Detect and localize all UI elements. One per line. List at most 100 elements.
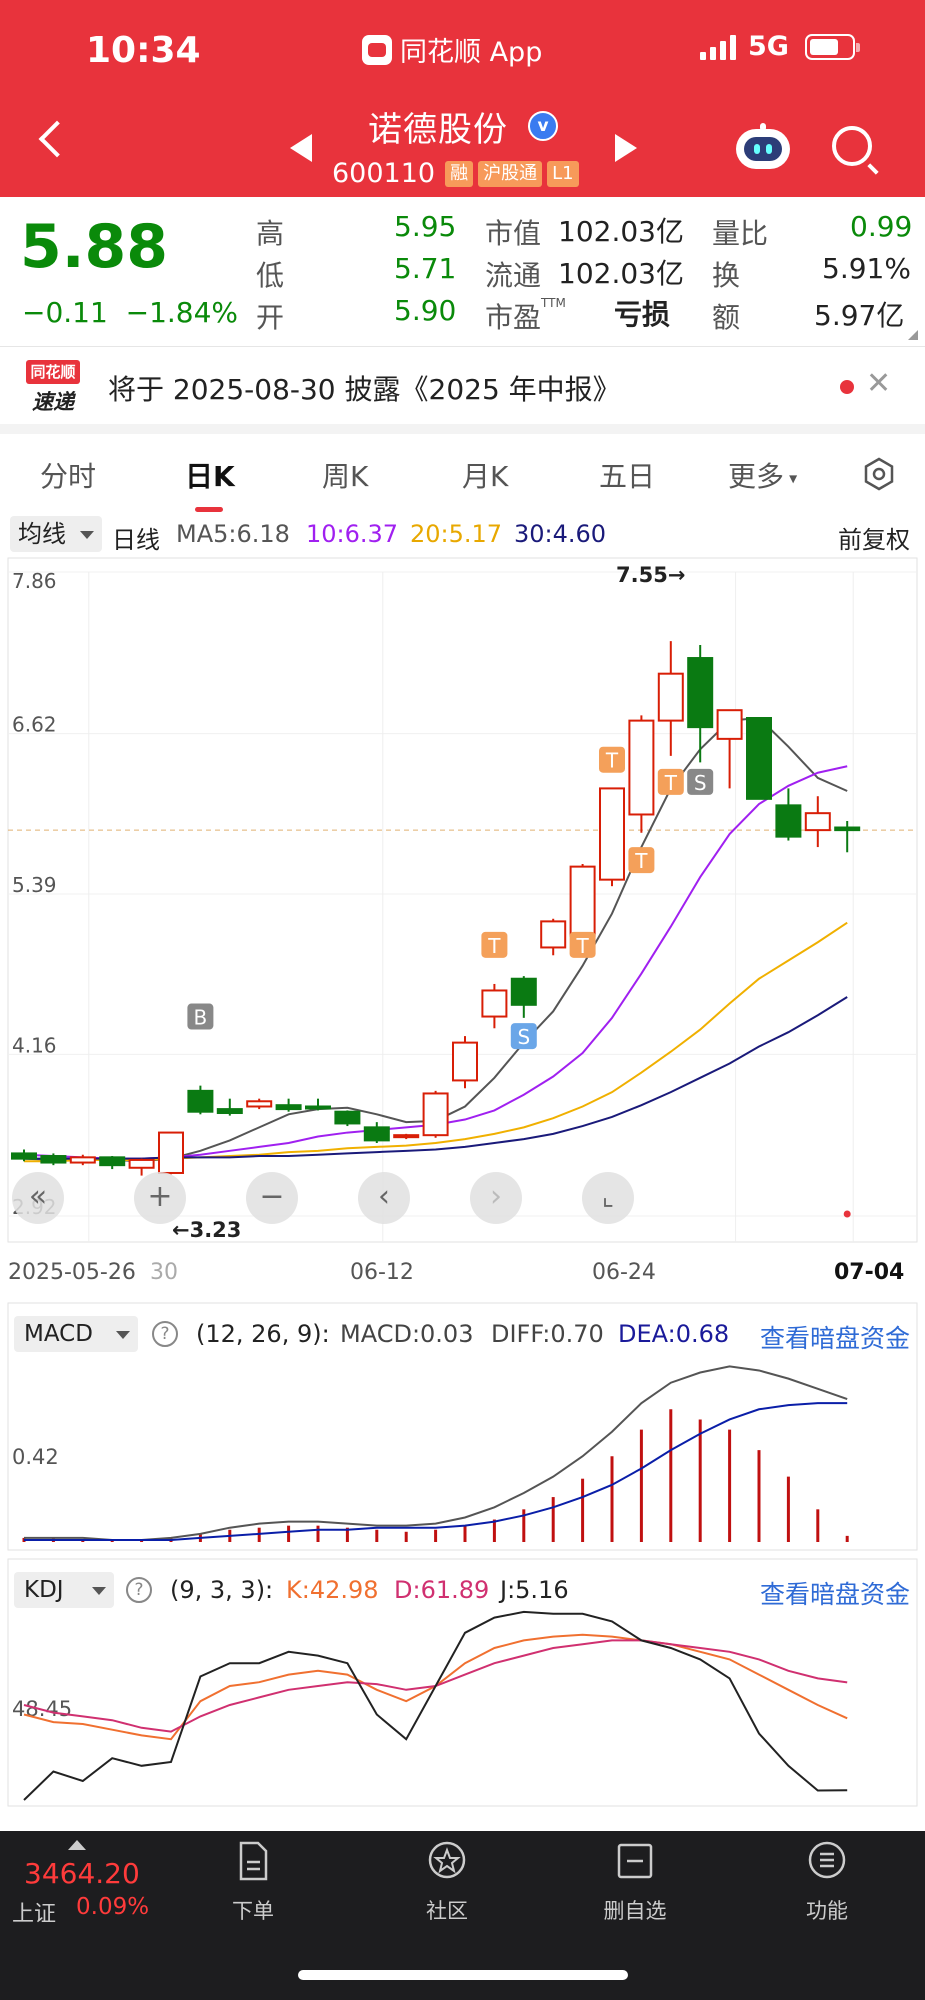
signal-marker-label: T (487, 934, 501, 958)
next-stock-icon[interactable] (615, 134, 637, 162)
functions-menu-icon (808, 1841, 846, 1879)
kdj-selector[interactable]: KDJ (14, 1572, 114, 1608)
x-tick-start: 2025-05-26 (8, 1260, 136, 1285)
verified-icon: v (528, 111, 558, 141)
ma-period: 日线 (112, 526, 160, 554)
max-price-label: 7.55→ (616, 563, 685, 587)
dark-pool-link[interactable]: 查看暗盘资金 (760, 1324, 911, 1353)
search-icon[interactable] (832, 126, 872, 166)
tab-five-day[interactable]: 五日 (599, 460, 656, 493)
candle-body (99, 1156, 126, 1167)
badge-connect: 沪股通 (478, 160, 543, 187)
candle-body (246, 1100, 273, 1108)
ma30-value: 30:4.60 (514, 520, 607, 548)
signal-icon (700, 34, 736, 60)
nav-order[interactable]: 下单 (198, 1840, 308, 1925)
dark-pool-link-2[interactable]: 查看暗盘资金 (760, 1580, 911, 1609)
settings-gear-icon[interactable] (862, 457, 896, 491)
signal-marker (687, 768, 714, 795)
zoom-out-icon[interactable]: − (246, 1172, 298, 1224)
candle-body (158, 1131, 184, 1174)
tab-weekly-k[interactable]: 周K (322, 460, 369, 493)
kdj-line-J (23, 1610, 848, 1801)
low-value: 5.71 (394, 252, 457, 285)
signal-marker-label: T (605, 749, 619, 773)
scroll-left-fast-icon[interactable]: « (12, 1172, 64, 1224)
candle-body (422, 1092, 449, 1137)
ma20-value: 20:5.17 (410, 520, 503, 548)
candle-body (481, 989, 508, 1018)
scroll-left-icon[interactable]: ‹ (358, 1172, 410, 1224)
mktcap-value: 102.03亿 (558, 215, 684, 248)
signal-marker-label: S (517, 1025, 530, 1049)
open-value: 5.90 (394, 294, 457, 327)
nav-functions[interactable]: 功能 (772, 1840, 882, 1925)
candle-body (216, 1108, 243, 1115)
close-icon[interactable]: ✕ (866, 366, 892, 401)
pe-label: 市盈TTM (485, 296, 566, 334)
kdj-chart: 48.45 (7, 1558, 918, 1807)
candle-body (657, 672, 684, 722)
pe-ttm-label: TTM (541, 296, 566, 310)
candle-body (775, 804, 802, 838)
zoom-in-icon[interactable]: + (134, 1172, 186, 1224)
scroll-right-icon[interactable]: › (470, 1172, 522, 1224)
assistant-robot-icon[interactable] (736, 123, 790, 169)
macd-y-tick: 0.42 (12, 1445, 59, 1469)
nav-community-label: 社区 (426, 1899, 468, 1923)
float-value: 102.03亿 (558, 257, 684, 290)
badge-margin: 融 (445, 160, 474, 187)
express-logo-bottom: 速递 (32, 390, 74, 414)
tab-monthly-k[interactable]: 月K (462, 460, 509, 493)
tab-more[interactable]: 更多 ▾ (728, 460, 798, 493)
nav-functions-label: 功能 (806, 1899, 848, 1923)
ma5-value: MA5:6.18 (176, 520, 290, 548)
status-app-name: 同花顺 App (400, 37, 543, 68)
j-value: J:5.16 (500, 1576, 569, 1604)
open-label: 开 (256, 301, 285, 334)
kdj-help-icon[interactable]: ? (126, 1577, 152, 1603)
status-right: 5G (700, 31, 860, 62)
back-icon[interactable] (38, 120, 76, 158)
stock-code: 600110 (332, 158, 436, 189)
macd-help-icon[interactable]: ? (152, 1321, 178, 1347)
kline-chart[interactable]: 7.866.625.394.162.92BTTSTTTS7.55→←3.23 (0, 556, 925, 1246)
announcement-text[interactable]: 将于 2025-08-30 披露《2025 年中报》 (108, 373, 621, 406)
adjust-mode[interactable]: 前复权 (838, 526, 910, 554)
expand-corner-icon[interactable] (908, 330, 918, 340)
change-percent: −1.84% (125, 296, 239, 329)
active-tab-indicator (195, 507, 223, 512)
unread-dot (840, 380, 854, 394)
prev-stock-icon[interactable] (290, 134, 312, 162)
pe-value: 亏损 (614, 298, 671, 331)
tab-intraday[interactable]: 分时 (40, 460, 97, 493)
candle-body (275, 1104, 302, 1111)
kdj-params: (9, 3, 3): (170, 1576, 274, 1604)
candle-body (11, 1152, 37, 1160)
ma-selector[interactable]: 均线 (10, 516, 102, 552)
order-document-icon (239, 1841, 268, 1881)
diff-value: DIFF:0.70 (491, 1320, 604, 1348)
mktcap-label: 市值 (485, 217, 542, 250)
candle-body (393, 1134, 420, 1139)
status-app-label: 同花顺 App (362, 30, 542, 69)
vol-ratio-label: 量比 (712, 217, 769, 250)
network-label: 5G (748, 31, 789, 62)
candle-body (804, 812, 831, 832)
candle-body (599, 787, 625, 881)
signal-marker (657, 768, 684, 795)
index-name: 上证 (12, 1902, 57, 1927)
macd-selector[interactable]: MACD (14, 1316, 138, 1352)
signal-marker (599, 746, 625, 773)
candle-body (69, 1156, 96, 1164)
nav-community[interactable]: 社区 (392, 1840, 502, 1925)
fullscreen-icon[interactable]: ⌞ (582, 1172, 634, 1224)
stock-code-row: 600110 融 沪股通 L1 (332, 158, 579, 189)
tab-daily-k[interactable]: 日K (185, 460, 235, 493)
index-value[interactable]: 3464.20 (24, 1857, 140, 1890)
candle-body (746, 717, 772, 800)
dea-value: DEA:0.68 (618, 1320, 730, 1348)
candle-body (40, 1155, 67, 1164)
nav-remove-watch[interactable]: 删自选 (580, 1840, 690, 1925)
signal-marker-label: B (194, 1006, 208, 1030)
